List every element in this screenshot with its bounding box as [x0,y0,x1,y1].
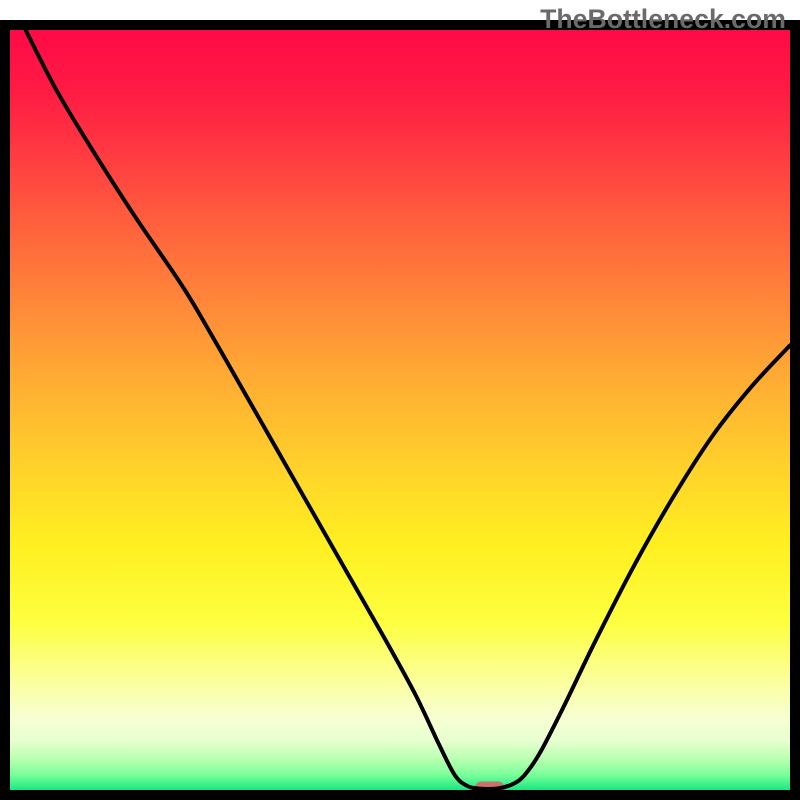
bottleneck-chart: TheBottleneck.com [0,0,800,800]
chart-svg [0,0,800,800]
watermark-label: TheBottleneck.com [540,4,786,35]
chart-plot-area [10,30,790,790]
